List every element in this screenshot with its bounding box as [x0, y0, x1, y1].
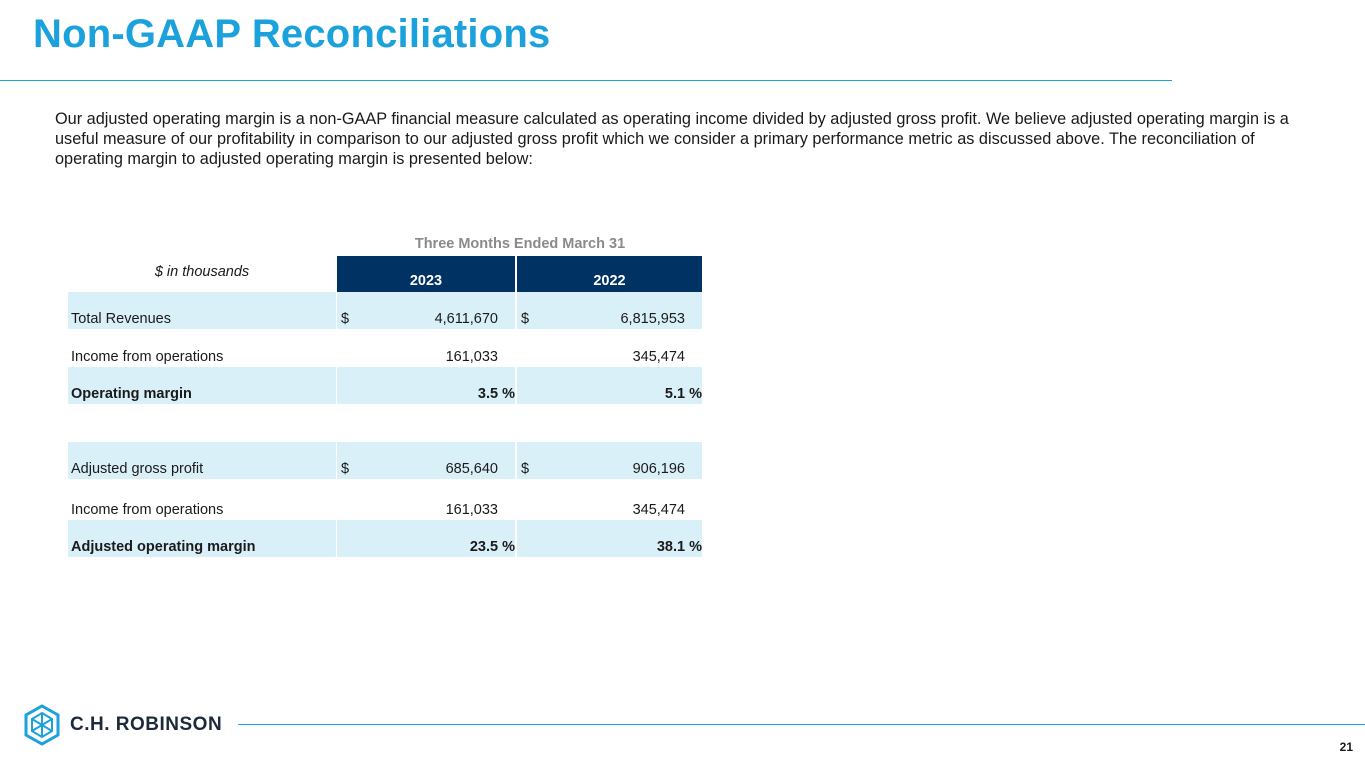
row-label: Income from operations [71, 502, 224, 518]
footer-divider [238, 724, 1365, 725]
logo-text: C.H. ROBINSON [70, 714, 223, 735]
currency-symbol: $ [341, 311, 350, 327]
row-label: Operating margin [71, 386, 192, 402]
company-logo: C.H. ROBINSON [24, 704, 222, 746]
column-header-2023: 2023 [337, 256, 515, 292]
table-row-income-from-operations-2: Income from operations 161,033 345,474 [68, 483, 702, 520]
table-row-operating-margin: Operating margin 3.5 % 5.1 % [68, 367, 702, 404]
page-title: Non-GAAP Reconciliations [33, 12, 551, 56]
table-row-adjusted-operating-margin: Adjusted operating margin 23.5 % 38.1 % [68, 520, 702, 557]
units-label: $ in thousands [154, 264, 250, 280]
value-2023: 161,033 [445, 502, 498, 518]
title-divider [0, 80, 1172, 81]
page-number: 21 [1339, 740, 1353, 754]
value-2022: 6,815,953 [620, 311, 685, 327]
row-label: Adjusted gross profit [71, 461, 204, 477]
row-label: Income from operations [71, 349, 224, 365]
value-2022: 345,474 [632, 502, 685, 518]
table-row-total-revenues: Total Revenues $ 4,611,670 $ 6,815,953 [68, 292, 702, 329]
value-2022: 38.1 % [656, 539, 702, 555]
value-2023: 23.5 % [469, 539, 515, 555]
row-label: Total Revenues [71, 311, 171, 327]
column-header-2022: 2022 [517, 256, 702, 292]
value-2023: 161,033 [445, 349, 498, 365]
value-2023: 4,611,670 [434, 311, 498, 327]
table-row-adjusted-gross-profit: Adjusted gross profit $ 685,640 $ 906,19… [68, 442, 702, 479]
currency-symbol: $ [521, 311, 530, 327]
value-2022: 906,196 [632, 461, 685, 477]
currency-symbol: $ [521, 461, 530, 477]
row-label: Adjusted operating margin [71, 539, 256, 555]
value-2023: 3.5 % [477, 386, 515, 402]
value-2023: 685,640 [445, 461, 498, 477]
period-label: Three Months Ended March 31 [414, 236, 626, 252]
value-2022: 5.1 % [664, 386, 702, 402]
intro-paragraph: Our adjusted operating margin is a non-G… [55, 110, 1289, 168]
currency-symbol: $ [341, 461, 350, 477]
cube-logo-icon [24, 704, 60, 746]
value-2022: 345,474 [632, 349, 685, 365]
table-row-income-from-operations: Income from operations 161,033 345,474 [68, 330, 702, 367]
